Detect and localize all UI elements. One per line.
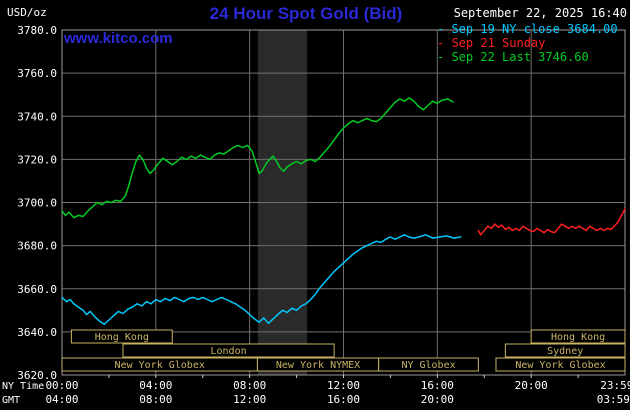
session-label: Hong Kong [95,332,149,343]
y-tick-label: 3680.0 [17,240,57,253]
datetime-label: September 22, 2025 16:40 [453,6,627,20]
x-tick-label: 16:00 [327,393,360,406]
page-title: 24 Hour Spot Gold (Bid) [209,4,403,23]
x-tick-label: 12:00 [327,379,360,392]
y-tick-label: 3640.0 [17,326,57,339]
y-tick-label: 3720.0 [17,153,57,166]
series-line-sep21 [477,208,626,236]
x-tick-label: 04:00 [139,379,172,392]
session-label: NY Globex [401,360,455,371]
x-axis-row-name: NY Time [2,381,44,392]
y-tick-label: 3760.0 [17,67,57,80]
session-box [495,357,626,372]
x-tick-label: 20:00 [515,379,548,392]
x-tick-label: 20:00 [421,393,454,406]
x-tick-label: 23:59 [600,379,630,392]
x-tick-label: 12:00 [233,393,266,406]
x-axis-row-name: GMT [2,395,20,406]
session-label: New York Globex [115,360,205,371]
y-tick-label: 3660.0 [17,283,57,296]
legend-item: - Sep 19 NY close 3684.00 [437,22,618,36]
x-tick-label: 08:00 [233,379,266,392]
session-box [378,357,479,372]
session-label: New York NYMEX [276,360,360,371]
session-box [122,343,335,358]
y-tick-label: 3620.0 [17,369,57,382]
y-tick-label: 3740.0 [17,110,57,123]
y-tick-label: 3780.0 [17,24,57,37]
session-label: London [210,346,246,357]
legend-item: - Sep 22 Last 3746.60 [437,50,589,64]
x-tick-label: 08:00 [139,393,172,406]
session-label: Sydney [547,346,583,357]
series-line-sep19 [61,234,462,326]
y-tick-label: 3700.0 [17,197,57,210]
x-tick-label: 04:00 [45,393,78,406]
legend-item: - Sep 21 Sunday [437,36,546,50]
legend: - Sep 19 NY close 3684.00- Sep 21 Sunday… [437,22,618,64]
x-tick-label: 03:59 [597,393,630,406]
x-tick-label: 16:00 [421,379,454,392]
kitco-watermark-link[interactable]: www.kitco.com [64,30,173,47]
session-box [70,329,173,344]
x-tick-label: 00:00 [45,379,78,392]
session-box [530,329,626,344]
series-line-sep22 [61,97,454,219]
session-label: New York Globex [515,360,605,371]
session-label: Hong Kong [551,332,605,343]
unit-label: USD/oz [7,6,47,19]
session-box [504,343,626,358]
